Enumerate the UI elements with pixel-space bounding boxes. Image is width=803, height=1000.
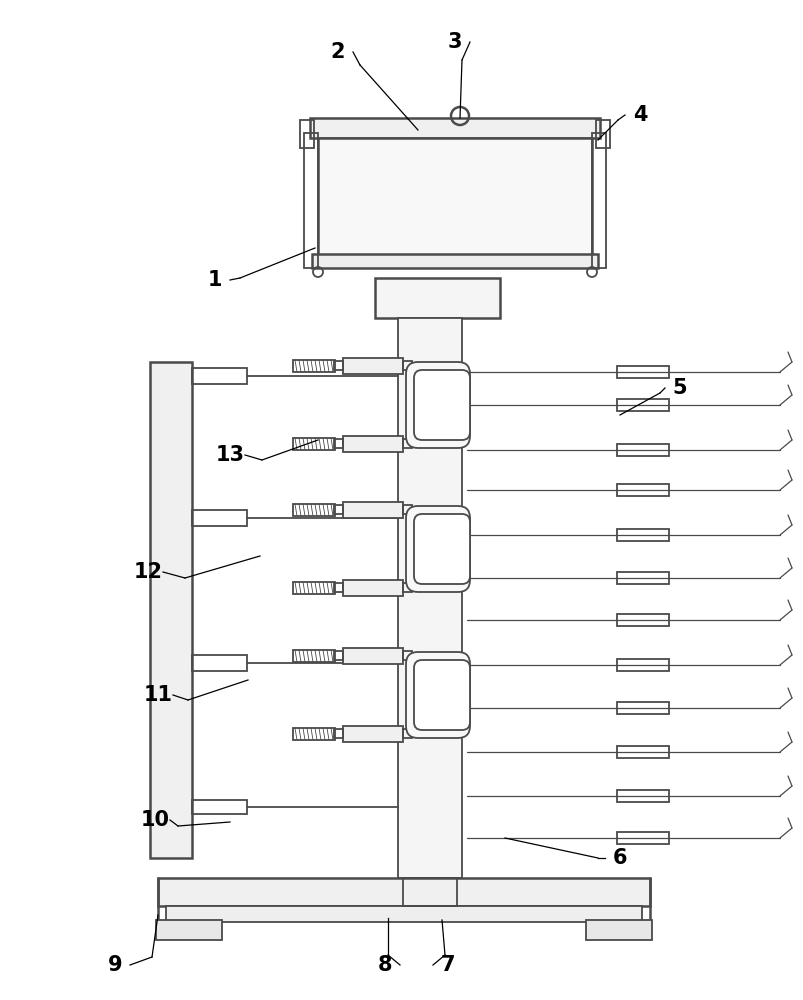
Bar <box>192 368 247 384</box>
FancyBboxPatch shape <box>406 506 470 592</box>
Text: 7: 7 <box>440 955 454 975</box>
Bar <box>616 659 668 671</box>
Bar <box>374 278 499 318</box>
Bar <box>402 361 411 370</box>
Bar <box>616 484 668 496</box>
Text: 2: 2 <box>330 42 344 62</box>
Bar <box>318 138 591 258</box>
Bar <box>343 648 402 664</box>
Bar <box>402 729 411 738</box>
Bar <box>402 651 411 660</box>
Bar <box>616 399 668 411</box>
Bar <box>333 651 343 660</box>
Bar <box>343 436 402 452</box>
Bar <box>343 502 402 518</box>
Bar <box>402 505 411 514</box>
Bar <box>333 729 343 738</box>
Bar <box>158 878 649 906</box>
Bar <box>616 366 668 378</box>
Text: 8: 8 <box>377 955 392 975</box>
Bar <box>616 529 668 541</box>
Bar <box>333 583 343 592</box>
Bar <box>402 583 411 592</box>
Bar <box>591 133 605 268</box>
FancyBboxPatch shape <box>414 370 470 440</box>
Bar <box>616 702 668 714</box>
Bar <box>333 505 343 514</box>
Bar <box>333 361 343 370</box>
Bar <box>292 360 335 372</box>
Bar <box>585 920 651 940</box>
Bar <box>292 728 335 740</box>
FancyBboxPatch shape <box>406 652 470 738</box>
Text: 9: 9 <box>108 955 122 975</box>
Bar <box>292 504 335 516</box>
Text: 5: 5 <box>672 378 687 398</box>
Bar <box>343 580 402 596</box>
FancyBboxPatch shape <box>406 362 470 448</box>
Bar <box>192 510 247 526</box>
Text: 4: 4 <box>632 105 646 125</box>
Bar <box>343 726 402 742</box>
Text: 3: 3 <box>447 32 462 52</box>
Bar <box>333 439 343 448</box>
Bar <box>292 438 335 450</box>
FancyBboxPatch shape <box>414 660 470 730</box>
Bar <box>165 906 642 922</box>
Bar <box>397 318 462 878</box>
Bar <box>616 790 668 802</box>
Bar <box>304 133 318 268</box>
Text: 6: 6 <box>612 848 626 868</box>
Bar <box>616 572 668 584</box>
Bar <box>616 832 668 844</box>
Bar <box>292 582 335 594</box>
FancyBboxPatch shape <box>414 514 470 584</box>
Bar <box>192 655 247 671</box>
Bar <box>192 800 247 814</box>
Bar <box>312 254 597 268</box>
Bar <box>595 120 609 148</box>
Text: 13: 13 <box>215 445 244 465</box>
Bar <box>343 358 402 374</box>
Text: 10: 10 <box>141 810 169 830</box>
Bar <box>616 614 668 626</box>
Bar <box>300 120 314 148</box>
Bar <box>616 746 668 758</box>
Bar <box>402 878 456 906</box>
Bar <box>616 444 668 456</box>
Text: 11: 11 <box>143 685 173 705</box>
Text: 12: 12 <box>133 562 162 582</box>
Bar <box>310 118 599 138</box>
Text: 1: 1 <box>207 270 222 290</box>
Bar <box>150 362 192 858</box>
Bar <box>156 920 222 940</box>
Bar <box>402 439 411 448</box>
Bar <box>292 650 335 662</box>
